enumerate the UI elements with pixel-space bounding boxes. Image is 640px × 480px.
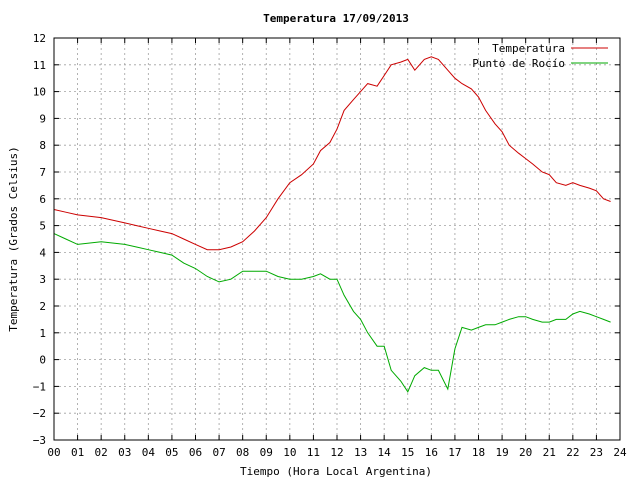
y-tick-label: 6 xyxy=(39,193,46,206)
x-tick-label: 24 xyxy=(613,446,627,459)
y-tick-label: −2 xyxy=(33,407,46,420)
x-tick-label: 03 xyxy=(118,446,131,459)
y-tick-label: 12 xyxy=(33,32,46,45)
chart-title: Temperatura 17/09/2013 xyxy=(263,12,409,25)
x-tick-label: 14 xyxy=(378,446,392,459)
x-tick-label: 20 xyxy=(519,446,532,459)
x-tick-label: 19 xyxy=(495,446,508,459)
x-tick-label: 13 xyxy=(354,446,367,459)
y-tick-label: 0 xyxy=(39,354,46,367)
x-tick-label: 00 xyxy=(47,446,60,459)
x-tick-label: 11 xyxy=(307,446,320,459)
x-axis-label: Tiempo (Hora Local Argentina) xyxy=(240,465,432,478)
y-tick-label: 9 xyxy=(39,112,46,125)
x-tick-label: 15 xyxy=(401,446,414,459)
x-tick-label: 04 xyxy=(142,446,156,459)
x-tick-label: 12 xyxy=(330,446,343,459)
y-tick-label: 10 xyxy=(33,86,46,99)
y-tick-label: 3 xyxy=(39,273,46,286)
y-tick-label: 1 xyxy=(39,327,46,340)
legend: Temperatura Punto de Rocío xyxy=(472,42,608,70)
y-axis-label: Temperatura (Grados Celsius) xyxy=(7,146,20,331)
x-tick-label: 23 xyxy=(590,446,603,459)
x-tick-label: 01 xyxy=(71,446,84,459)
series-line-1 xyxy=(53,233,611,393)
axis-ticks xyxy=(53,37,621,441)
x-tick-label: 08 xyxy=(236,446,249,459)
series-line-0 xyxy=(53,56,611,251)
x-tick-label: 17 xyxy=(448,446,461,459)
x-tick-label: 02 xyxy=(95,446,108,459)
x-tick-label: 09 xyxy=(260,446,273,459)
grid xyxy=(54,38,620,440)
y-tick-label: 7 xyxy=(39,166,46,179)
y-tick-label: 4 xyxy=(39,246,46,259)
tick-labels: 00 01 02 03 04 05 06 07 08 09 10 11 12 13 14 15 16 17 18 19… xyxy=(33,32,627,459)
legend-label-0: Temperatura xyxy=(492,42,565,55)
y-tick-label: −3 xyxy=(33,434,46,447)
y-tick-label: 5 xyxy=(39,220,46,233)
x-tick-label: 18 xyxy=(472,446,485,459)
y-tick-label: 11 xyxy=(33,59,46,72)
legend-label-1: Punto de Rocío xyxy=(472,57,565,70)
x-tick-label: 22 xyxy=(566,446,579,459)
x-tick-label: 06 xyxy=(189,446,202,459)
x-tick-label: 05 xyxy=(165,446,178,459)
x-tick-label: 21 xyxy=(543,446,556,459)
x-tick-label: 16 xyxy=(425,446,438,459)
y-tick-label: −1 xyxy=(33,380,46,393)
x-tick-label: 10 xyxy=(283,446,296,459)
x-tick-label: 07 xyxy=(212,446,225,459)
series-layer xyxy=(53,56,611,393)
y-tick-label: 2 xyxy=(39,300,46,313)
y-tick-label: 8 xyxy=(39,139,46,152)
